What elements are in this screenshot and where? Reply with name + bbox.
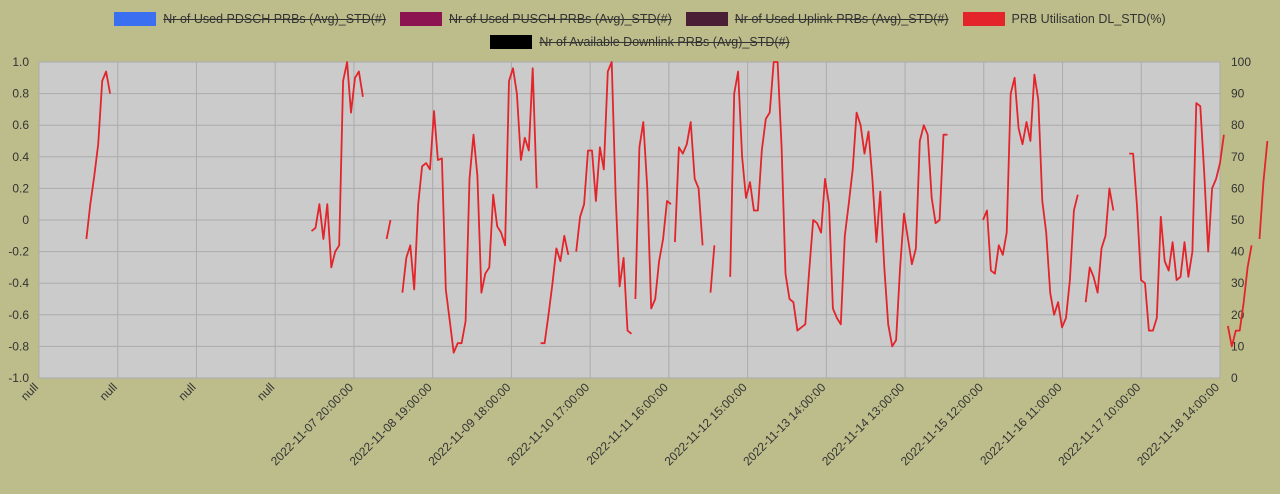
y-left-tick-label: -0.2 [8,245,29,259]
y-left-tick-label: 0.6 [12,118,29,132]
legend-swatch-prb-utilisation [962,12,1005,26]
legend-item-prb-utilisation[interactable]: PRB Utilisation DL_STD(%) [962,12,1166,26]
series-line-segment [1227,245,1253,348]
chart-legend: Nr of Used PDSCH PRBs (Avg)_STD(#) Nr of… [0,0,1280,56]
x-tick-label: 2022-11-17 10:00:00 [1055,380,1143,468]
legend-swatch-pdsch [114,12,157,26]
legend-label-pusch: Nr of Used PUSCH PRBs (Avg)_STD(#) [449,12,672,26]
y-right-tick-label: 0 [1231,371,1238,385]
series-line-segment [982,73,1079,329]
y-right-tick-label: 50 [1231,213,1245,227]
series-line-segment [310,61,364,269]
legend-item-pdsch[interactable]: Nr of Used PDSCH PRBs (Avg)_STD(#) [114,12,386,26]
x-tick-label: 2022-11-15 12:00:00 [898,380,986,468]
x-tick-label: 2022-11-18 14:00:00 [1134,380,1222,468]
y-right-tick-label: 100 [1231,55,1251,69]
legend-label-uplink: Nr of Used Uplink PRBs (Avg)_STD(#) [734,12,949,26]
legend-label-prb-utilisation: PRB Utilisation DL_STD(%) [1011,12,1166,26]
y-right-tick-label: 70 [1231,150,1245,164]
legend-swatch-available-dl [490,35,533,49]
series-line-segment [85,70,111,240]
x-tick-label: 2022-11-13 14:00:00 [740,380,828,468]
legend-label-pdsch: Nr of Used PDSCH PRBs (Avg)_STD(#) [163,12,387,26]
legend-label-available-dl: Nr of Available Downlink PRBs (Avg)_STD(… [539,35,790,49]
y-right-tick-label: 60 [1231,181,1245,195]
y-left-tick-label: -0.4 [8,276,29,290]
x-tick-label: null [175,380,198,403]
y-left-tick-label: -1.0 [8,371,29,385]
series-line-segment [1084,187,1115,303]
x-tick-label: 2022-11-08 19:00:00 [347,380,435,468]
y-right-tick-label: 80 [1231,118,1245,132]
y-left-tick-label: 0.4 [12,150,29,164]
series-line-segment [729,61,948,348]
legend-item-available-dl[interactable]: Nr of Available Downlink PRBs (Avg)_STD(… [490,35,790,49]
legend-item-pusch[interactable]: Nr of Used PUSCH PRBs (Avg)_STD(#) [400,12,672,26]
y-right-tick-label: 30 [1231,276,1245,290]
y-right-tick-label: 90 [1231,87,1245,101]
legend-row-1: Nr of Used PDSCH PRBs (Avg)_STD(#) Nr of… [0,8,1280,30]
x-tick-label: 2022-11-07 20:00:00 [268,380,356,468]
series-line-segment [385,219,392,240]
series-line-segment [709,245,716,293]
y-left-tick-label: -0.6 [8,308,29,322]
y-left-tick-label: -0.8 [8,339,29,353]
series-line-segment [1258,140,1269,240]
legend-swatch-uplink [685,12,728,26]
y-left-tick-label: 0 [22,213,29,227]
legend-swatch-pusch [400,12,443,26]
series-line-segment [401,67,538,354]
series-line-segment [1129,102,1225,332]
y-left-tick-label: 0.8 [12,87,29,101]
series-line-segment [575,61,633,335]
series-line-segment [674,121,704,246]
x-tick-label: null [97,380,120,403]
x-tick-label: 2022-11-16 11:00:00 [977,380,1065,468]
x-tick-label: null [254,380,277,403]
y-left-tick-label: 1.0 [12,55,29,69]
legend-item-uplink[interactable]: Nr of Used Uplink PRBs (Avg)_STD(#) [685,12,949,26]
series-line-segment [634,121,672,310]
series-line-segment [540,234,570,345]
y-right-tick-label: 10 [1231,339,1245,353]
legend-row-2: Nr of Available Downlink PRBs (Avg)_STD(… [0,31,1280,53]
x-tick-label: 2022-11-14 13:00:00 [819,380,907,468]
x-tick-label: 2022-11-11 16:00:00 [584,380,672,468]
x-tick-label: 2022-11-12 15:00:00 [662,380,750,468]
x-tick-label: 2022-11-10 17:00:00 [504,380,592,468]
x-tick-label: 2022-11-09 18:00:00 [425,380,513,468]
y-left-tick-label: 0.2 [12,181,29,195]
y-right-tick-label: 40 [1231,245,1245,259]
